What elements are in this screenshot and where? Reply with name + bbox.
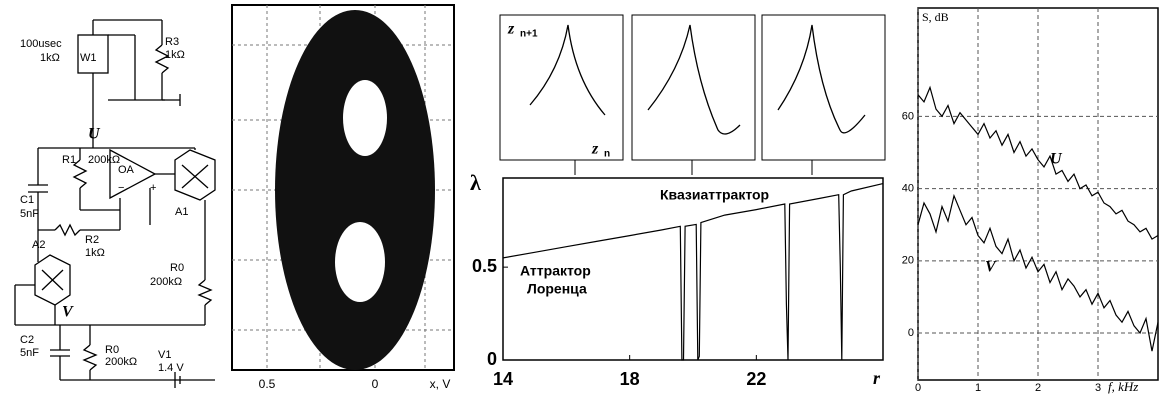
oscillogram: 0.5 0 x, V [232, 5, 454, 391]
circuit-label: 200kΩ [88, 154, 120, 166]
circuit-label: A2 [32, 239, 45, 251]
circuit-label: 100usec [20, 38, 62, 50]
circuit-label: C2 [20, 334, 34, 346]
y-tick-label: 40 [902, 182, 914, 194]
inset-x-sub: n [604, 149, 610, 160]
circuit-label: R3 [165, 36, 179, 48]
inset-y-label: z [507, 21, 515, 38]
circuit-label: 1kΩ [40, 52, 60, 64]
y-tick-label: 0.5 [472, 256, 497, 276]
page: 0.5 0 x, V z n+1 z n 100usec1kΩW1R31kΩUR… [0, 0, 1168, 396]
circuit-label: 200kΩ [105, 356, 137, 368]
circuit-label: R0 [105, 344, 119, 356]
x-axis-label: f, kHz [1108, 379, 1138, 394]
circuit-label: 200kΩ [150, 276, 182, 288]
x-axis-label: r [873, 368, 881, 388]
circuit-label: R0 [170, 262, 184, 274]
insets: z n+1 z n [500, 15, 885, 175]
x-tick-label: 0 [915, 382, 921, 394]
annotation: Квазиаттрактор [660, 187, 769, 203]
figure: 0.5 0 x, V z n+1 z n 100usec1kΩW1R31kΩUR… [0, 0, 1168, 396]
legend-label: U [1050, 151, 1063, 168]
legend-label: V [985, 259, 997, 276]
annotation: Аттрактор [520, 263, 591, 279]
circuit-label: OA [118, 164, 135, 176]
circuit-label: 1kΩ [165, 49, 185, 61]
annotation: Лоренца [527, 281, 587, 297]
circuit-label: 5nF [20, 347, 39, 359]
y-axis-label: λ [470, 170, 481, 195]
circuit-label: 1kΩ [85, 247, 105, 259]
circuit-label: W1 [80, 52, 97, 64]
circuit-label: − [118, 182, 124, 194]
y-tick-label: 0 [487, 349, 497, 369]
y-tick-label: 60 [902, 110, 914, 122]
circuit-label: 5nF [20, 208, 39, 220]
circuit-label: R1 [62, 154, 76, 166]
x-tick-label: 1 [975, 382, 981, 394]
osc-tick-label: 0 [372, 377, 379, 391]
circuit-label: V1 [158, 349, 171, 361]
y-tick-label: 20 [902, 255, 914, 267]
circuit-label: 1.4 V [158, 362, 184, 374]
x-tick-label: 18 [620, 369, 640, 389]
inset-x-label: z [591, 141, 599, 158]
inset-y-sub: n+1 [520, 29, 538, 40]
osc-axis-label: x, V [430, 377, 451, 391]
circuit-wiring [15, 20, 215, 388]
x-tick-label: 3 [1095, 382, 1101, 394]
y-axis-label: S, dB [922, 10, 949, 24]
circuit-label: A1 [175, 206, 188, 218]
osc-tick-label: 0.5 [259, 377, 276, 391]
circuit-label: C1 [20, 194, 34, 206]
circuit-label: U [88, 126, 101, 143]
circuit-label: V [62, 304, 74, 321]
circuit-label: R2 [85, 234, 99, 246]
y-tick-label: 0 [908, 327, 914, 339]
x-tick-label: 14 [493, 369, 513, 389]
x-tick-label: 2 [1035, 382, 1041, 394]
x-tick-label: 22 [746, 369, 766, 389]
circuit-label: + [150, 182, 156, 194]
